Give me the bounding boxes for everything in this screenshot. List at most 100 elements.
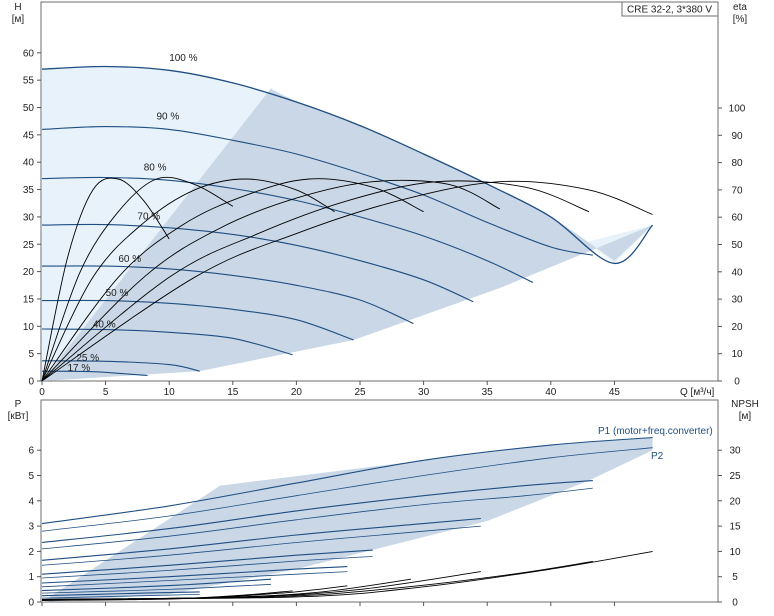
npsh-tick-label: 0 [732,598,738,609]
p2-curve-3 [41,556,373,579]
x-tick-label: 35 [482,387,494,398]
head-curve-100 [41,65,654,265]
h-tick-label: 10 [23,322,35,333]
p-axis-label: P [15,399,22,410]
x-tick-label: 5 [103,387,109,398]
eta-tick-label: 90 [731,131,743,142]
operating-area [42,88,653,381]
head-curve-90 [41,126,593,256]
npsh-tick-label: 15 [729,522,741,533]
h-tick-label: 0 [28,377,34,388]
speed-label: 70 % [137,212,160,223]
p2-curve-1 [41,487,593,550]
p1-curve-0 [41,436,653,525]
p2-curve-2 [41,525,481,566]
speed-label: 40 % [93,319,116,330]
x-tick-label: 40 [545,387,557,398]
top-plot-frame [40,1,719,382]
p-tick-label: 6 [28,446,34,457]
eta-curve-2 [41,178,335,382]
p-tick-label: 4 [28,496,34,507]
speed-label: 60 % [118,254,141,265]
y-left-label: H [14,2,21,13]
eta-tick-label: 40 [731,267,743,278]
p2-curve-4 [41,571,348,588]
x-tick-label: 15 [227,387,239,398]
p1-curve-5 [41,578,272,592]
y-left-unit: [м] [12,14,25,25]
eta-tick-label: 10 [731,349,743,360]
speed-labels: 100 % 90 % 80 % 70 % 60 % 50 % 40 % 25 %17 % [67,53,197,374]
head-curve-80 [41,176,534,283]
p1-curve-3 [41,549,373,575]
npsh-axis-label: NPSH [731,399,759,410]
eta-tick-label: 70 [731,185,743,196]
npsh-tick-label: 10 [729,547,741,558]
eta-tick-label: 20 [731,322,743,333]
h-tick-label: 15 [23,294,35,305]
npsh-tick-label: 5 [732,572,738,583]
eta-tick-label: 0 [734,377,740,388]
head-curve-70 [41,223,474,303]
chart-title: CRE 32-2, 3*380 V [627,5,712,16]
eta-curve-3 [41,178,424,382]
p2-curve-6 [41,594,200,599]
p2-curve-0 [41,447,653,532]
h-tick-label: 55 [23,76,35,87]
p-tick-label: 3 [28,522,34,533]
speed-label: 50 % [106,288,129,299]
h-tick-label: 50 [23,103,35,114]
npsh-tick-label: 30 [729,446,741,457]
p2-curve-5 [41,583,272,594]
x-tick-label: 25 [354,387,366,398]
y-right-unit: [%] [733,14,748,25]
h-tick-label: 35 [23,185,35,196]
speed-label: 80 % [144,162,167,173]
x-tick-label: 45 [609,387,621,398]
x-tick-label: 20 [291,387,303,398]
p-tick-label: 1 [28,572,34,583]
h-tick-label: 45 [23,130,35,141]
p-tick-label: 0 [28,598,34,609]
speed-label: 100 % [169,53,197,64]
head-curve-50 [41,299,354,341]
head-curve-40 [41,328,293,356]
eta-tick-label: 30 [731,295,743,306]
npsh-axis-unit: [м] [739,411,752,422]
p1-curve-4 [41,566,348,584]
x-tick-label: 30 [418,387,430,398]
eta-curve-0 [41,177,170,382]
eta-tick-label: 80 [731,158,743,169]
h-tick-label: 60 [23,48,35,59]
eta-tick-label: 100 [729,104,746,115]
h-tick-label: 30 [23,212,35,223]
x-tick-label: 10 [164,387,176,398]
npsh-curves [41,550,653,601]
npsh-tick-label: 25 [729,471,741,482]
p1-curve-6 [41,591,200,597]
eta-tick-label: 60 [731,213,743,224]
h-tick-label: 20 [23,267,35,278]
eta-curve-1 [41,176,234,382]
npsh-tick-label: 20 [729,496,741,507]
power-operating-area [42,437,653,602]
head-curve-25 [41,360,200,372]
p-tick-label: 2 [28,547,34,558]
p1-series-label: P1 (motor+freq.converter) [598,426,713,437]
eta-tick-label: 50 [731,240,743,251]
p-tick-label: 5 [28,471,34,482]
p2-series-label: P2 [651,451,664,462]
p-axis-unit: [кВт] [8,411,29,422]
eta-curve-4 [41,179,501,382]
eta-curve-5 [41,180,590,382]
npsh-curve-4 [41,585,348,601]
speed-label: 90 % [156,112,179,123]
title-box [621,1,719,17]
npsh-curve-5 [41,590,293,601]
speed-label: 25 % [76,353,99,364]
speed-label: 17 % [67,363,90,374]
h-tick-label: 5 [28,349,34,360]
y-right-label: eta [733,2,747,13]
